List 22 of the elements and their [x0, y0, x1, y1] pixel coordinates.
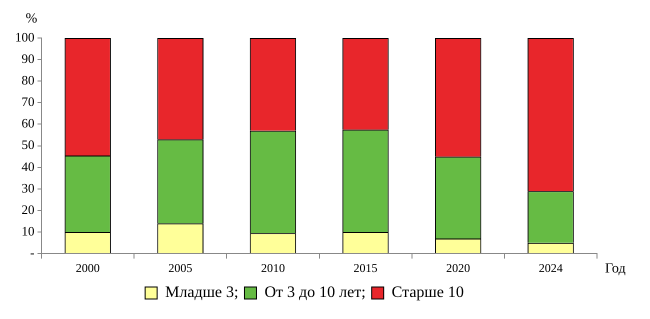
legend-label: Старше 10 [392, 284, 464, 302]
y-tick-label: - [30, 245, 34, 260]
y-tick-label: 40 [22, 158, 34, 174]
x-tick-label: 2015 [354, 260, 378, 275]
y-tick-label: 70 [22, 94, 34, 110]
y-tick-label: 80 [22, 72, 34, 88]
y-tick-label: 90 [22, 50, 34, 66]
legend-label: От 3 до 10 лет; [264, 284, 366, 302]
x-tick-label: 2005 [168, 260, 192, 275]
x-tick-label: 2000 [76, 260, 100, 275]
y-tick-label: 30 [22, 180, 34, 196]
legend-label: Младше 3; [165, 284, 238, 302]
x-tick-label: 2024 [538, 260, 563, 275]
x-tick-label: 2010 [260, 260, 285, 275]
y-tick-label: 60 [22, 116, 34, 131]
y-axis-title: % [26, 12, 38, 27]
x-tick-label: 2020 [446, 260, 470, 275]
y-tick-label: 10 [22, 223, 34, 238]
x-axis-title: Год [605, 261, 626, 276]
y-tick-label: 20 [22, 202, 34, 217]
y-tick-label: 100 [15, 29, 34, 44]
y-tick-label: 50 [22, 137, 34, 152]
